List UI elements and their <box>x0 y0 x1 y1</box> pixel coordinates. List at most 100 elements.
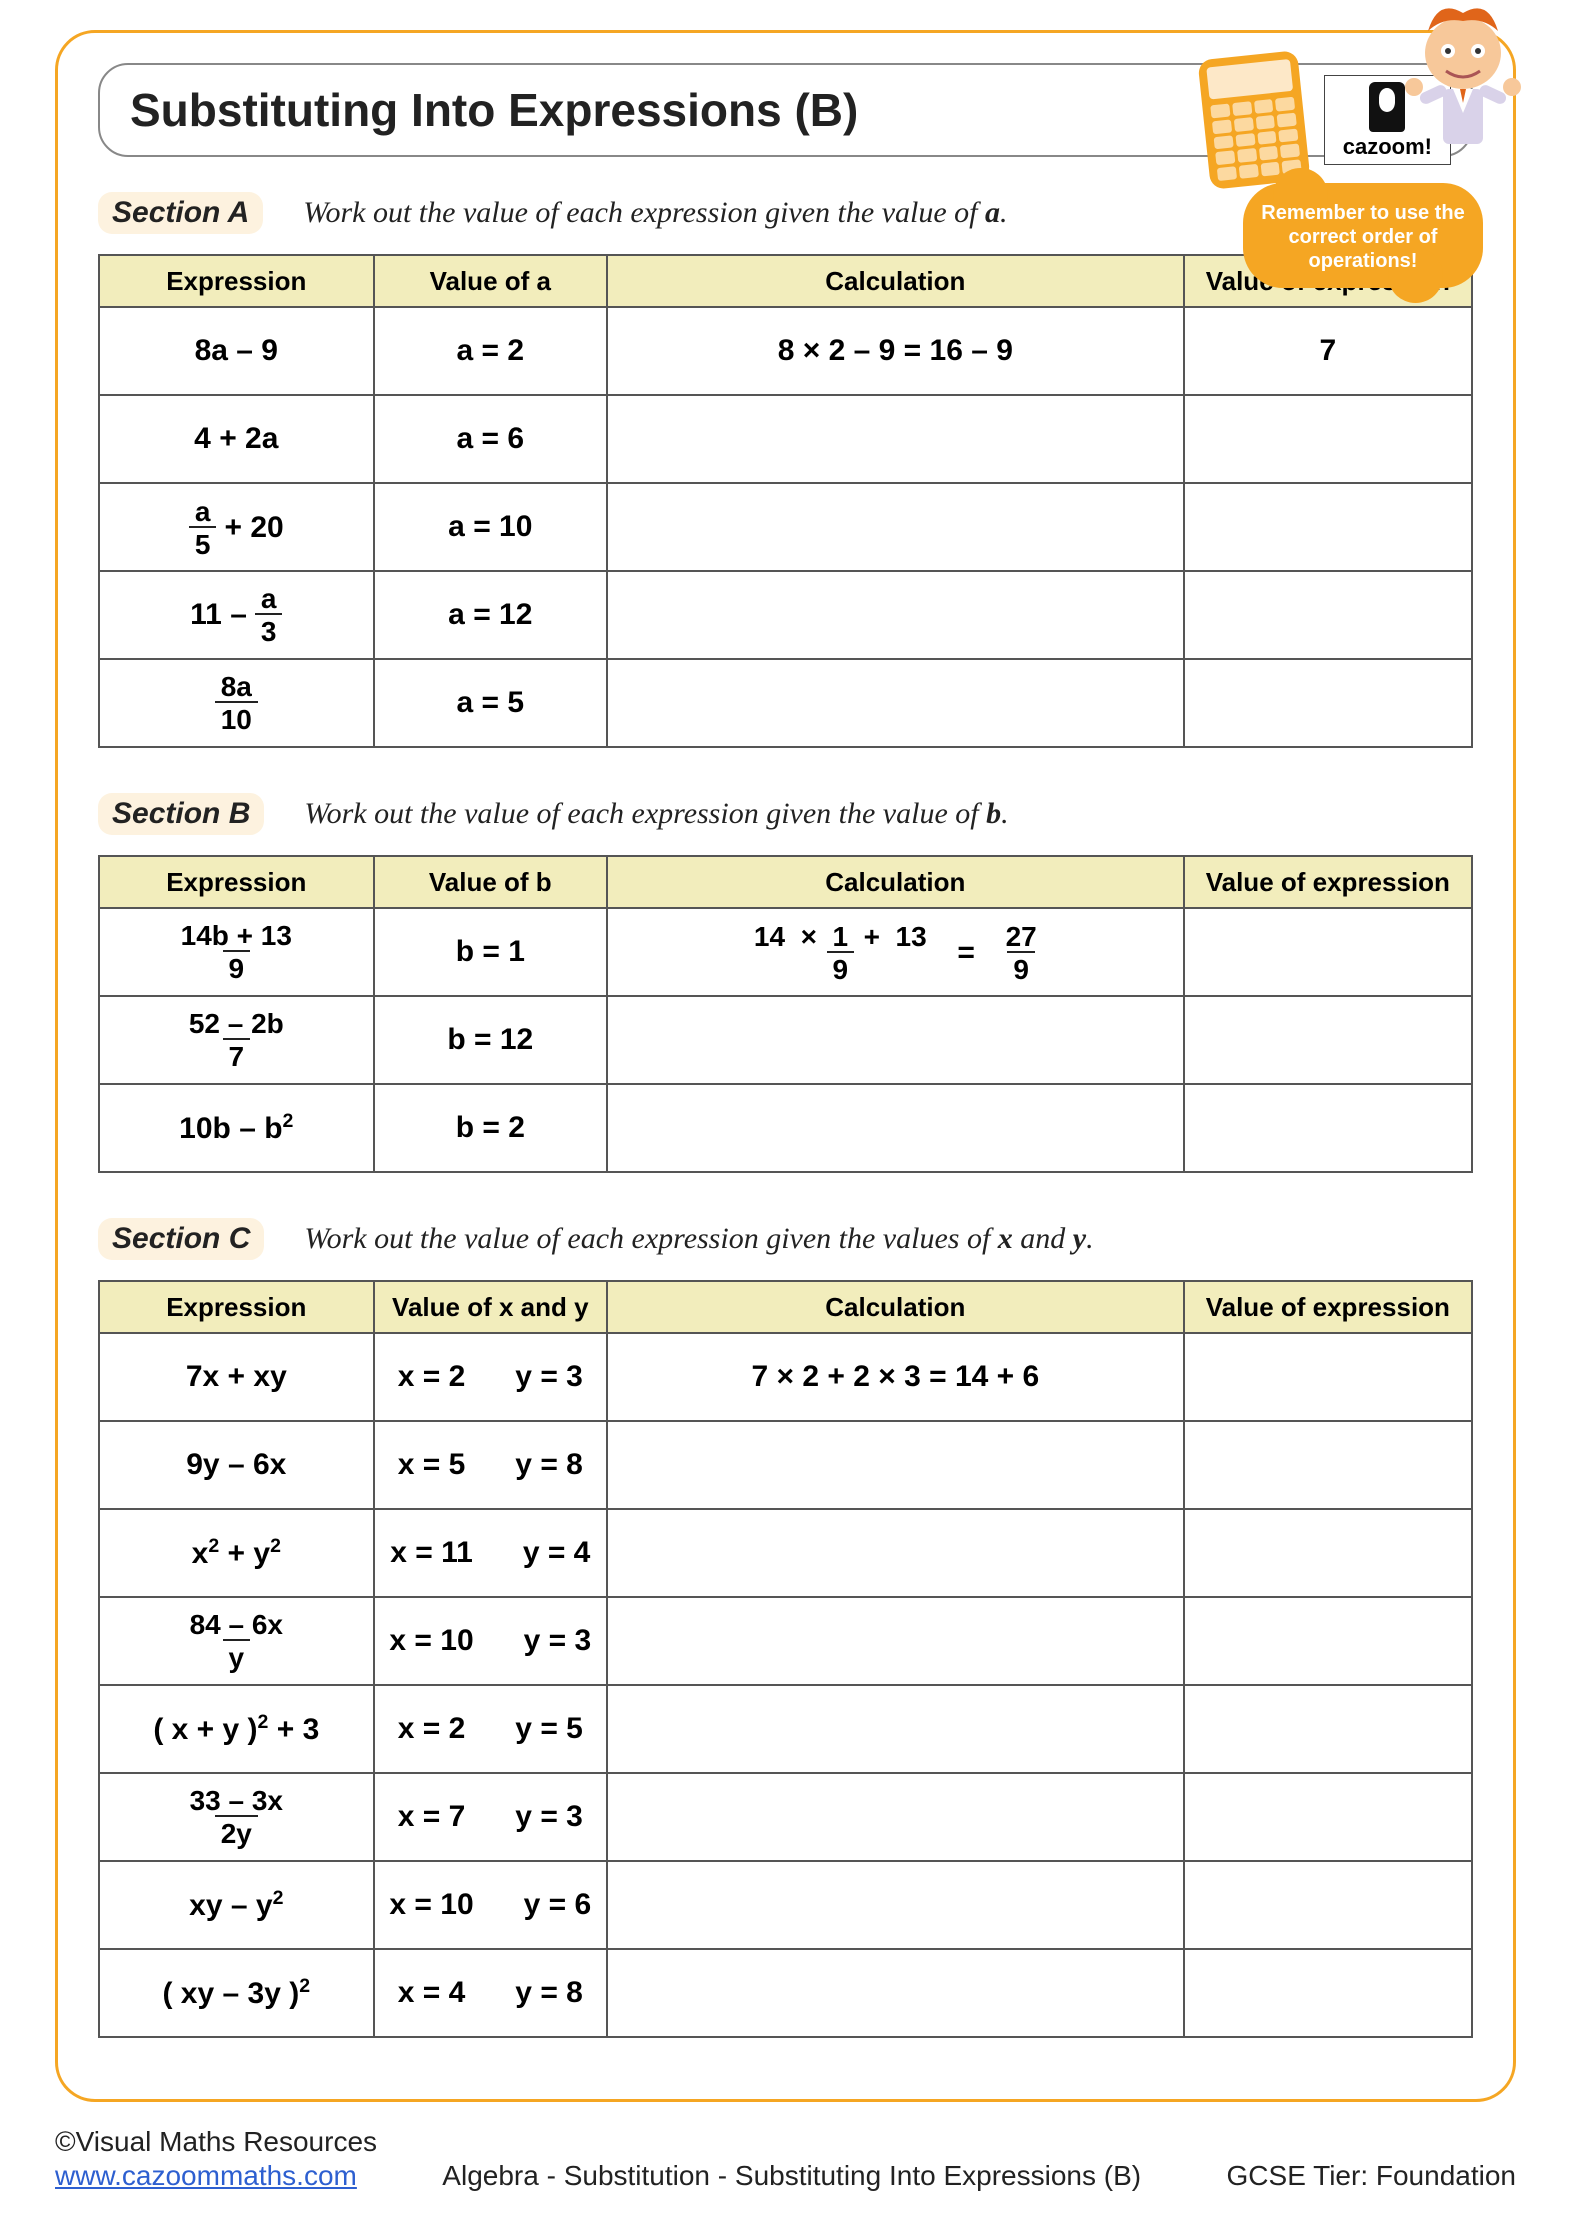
expression-cell: 8a10 <box>99 659 374 747</box>
expression-cell: 14b + 139 <box>99 908 374 996</box>
worksheet-frame: Substituting Into Expressions (B) cazoom… <box>55 30 1516 2102</box>
col-header: Value of expression <box>1184 1281 1472 1333</box>
value-cell: a = 6 <box>374 395 607 483</box>
result-cell <box>1184 1509 1472 1597</box>
expression-cell: 52 – 2b7 <box>99 996 374 1084</box>
calculation-cell <box>607 1421 1184 1509</box>
worksheet-title: Substituting Into Expressions (B) <box>130 83 858 137</box>
table-row: 11 – a3a = 12 <box>99 571 1472 659</box>
calculation-cell <box>607 1861 1184 1949</box>
value-cell: b = 12 <box>374 996 607 1084</box>
expression-cell: xy – y2 <box>99 1861 374 1949</box>
calculation-cell <box>607 1597 1184 1685</box>
footer-copyright: ©Visual Maths Resources <box>55 2126 1516 2158</box>
result-cell <box>1184 1333 1472 1421</box>
result-cell <box>1184 908 1472 996</box>
calculation-cell <box>607 1509 1184 1597</box>
table-row: 84 – 6xyx = 10y = 3 <box>99 1597 1472 1685</box>
expression-cell: 4 + 2a <box>99 395 374 483</box>
table-row: 14b + 139b = 114 × 1 + 139 = 279 <box>99 908 1472 996</box>
result-cell <box>1184 571 1472 659</box>
calculation-cell: 7 × 2 + 2 × 3 = 14 + 6 <box>607 1333 1184 1421</box>
section-b-table: Expression Value of b Calculation Value … <box>98 855 1473 1173</box>
result-cell <box>1184 483 1472 571</box>
footer-breadcrumb: Algebra - Substitution - Substituting In… <box>442 2160 1141 2192</box>
col-header: Expression <box>99 856 374 908</box>
calculation-cell <box>607 1685 1184 1773</box>
col-header: Calculation <box>607 255 1184 307</box>
value-cell: a = 10 <box>374 483 607 571</box>
section-a-instr: Work out the value of each expression gi… <box>303 196 1007 230</box>
value-cell: b = 1 <box>374 908 607 996</box>
calculation-cell <box>607 571 1184 659</box>
value-cell: x = 2y = 5 <box>374 1685 607 1773</box>
col-header: Expression <box>99 1281 374 1333</box>
footer-tier: GCSE Tier: Foundation <box>1227 2160 1516 2192</box>
table-row: xy – y2x = 10y = 6 <box>99 1861 1472 1949</box>
table-row: 52 – 2b7b = 12 <box>99 996 1472 1084</box>
result-cell <box>1184 1084 1472 1172</box>
section-c-instr: Work out the value of each expression gi… <box>304 1222 1093 1256</box>
mascot-icon <box>1388 3 1538 173</box>
expression-cell: 84 – 6xy <box>99 1597 374 1685</box>
page: Substituting Into Expressions (B) cazoom… <box>0 0 1571 2222</box>
value-cell: x = 7y = 3 <box>374 1773 607 1861</box>
col-header: Value of b <box>374 856 607 908</box>
expression-cell: 11 – a3 <box>99 571 374 659</box>
footer: ©Visual Maths Resources www.cazoommaths.… <box>55 2126 1516 2192</box>
calculation-cell <box>607 659 1184 747</box>
table-row: 8a – 9a = 28 × 2 – 9 = 16 – 97 <box>99 307 1472 395</box>
calculation-cell: 8 × 2 – 9 = 16 – 9 <box>607 307 1184 395</box>
value-cell: a = 2 <box>374 307 607 395</box>
table-row: 33 – 3x2yx = 7y = 3 <box>99 1773 1472 1861</box>
expression-cell: 7x + xy <box>99 1333 374 1421</box>
col-header: Value of x and y <box>374 1281 607 1333</box>
value-cell: a = 12 <box>374 571 607 659</box>
col-header: Expression <box>99 255 374 307</box>
section-b-instr: Work out the value of each expression gi… <box>304 797 1008 831</box>
section-c-table: Expression Value of x and y Calculation … <box>98 1280 1473 2038</box>
col-header: Calculation <box>607 1281 1184 1333</box>
table-row: ( xy – 3y )2x = 4y = 8 <box>99 1949 1472 2037</box>
calculation-cell <box>607 1084 1184 1172</box>
reminder-text: Remember to use the correct order of ope… <box>1261 202 1464 272</box>
table-row: 4 + 2aa = 6 <box>99 395 1472 483</box>
section-b-label: Section B <box>98 793 264 835</box>
calculation-cell <box>607 395 1184 483</box>
value-cell: x = 4y = 8 <box>374 1949 607 2037</box>
result-cell <box>1184 1421 1472 1509</box>
table-row: ( x + y )2 + 3x = 2y = 5 <box>99 1685 1472 1773</box>
value-cell: x = 10y = 3 <box>374 1597 607 1685</box>
calculation-cell <box>607 483 1184 571</box>
result-cell <box>1184 1597 1472 1685</box>
section-a-table: Expression Value of a Calculation Value … <box>98 254 1473 748</box>
table-row: 9y – 6xx = 5y = 8 <box>99 1421 1472 1509</box>
expression-cell: ( xy – 3y )2 <box>99 1949 374 2037</box>
result-cell <box>1184 1861 1472 1949</box>
col-header: Value of a <box>374 255 607 307</box>
col-header: Value of expression <box>1184 856 1472 908</box>
calculation-cell <box>607 1949 1184 2037</box>
table-row: 8a10a = 5 <box>99 659 1472 747</box>
result-cell <box>1184 1949 1472 2037</box>
value-cell: x = 5y = 8 <box>374 1421 607 1509</box>
result-cell: 7 <box>1184 307 1472 395</box>
value-cell: x = 11y = 4 <box>374 1509 607 1597</box>
section-c-head: Section C Work out the value of each exp… <box>98 1218 1473 1260</box>
expression-cell: 10b – b2 <box>99 1084 374 1172</box>
value-cell: x = 10y = 6 <box>374 1861 607 1949</box>
value-cell: x = 2y = 3 <box>374 1333 607 1421</box>
result-cell <box>1184 1685 1472 1773</box>
calculation-cell <box>607 996 1184 1084</box>
table-row: 10b – b2b = 2 <box>99 1084 1472 1172</box>
expression-cell: 8a – 9 <box>99 307 374 395</box>
expression-cell: x2 + y2 <box>99 1509 374 1597</box>
section-b-head: Section B Work out the value of each exp… <box>98 793 1473 835</box>
table-row: x2 + y2x = 11y = 4 <box>99 1509 1472 1597</box>
footer-link[interactable]: www.cazoommaths.com <box>55 2160 357 2192</box>
table-row: 7x + xyx = 2y = 37 × 2 + 2 × 3 = 14 + 6 <box>99 1333 1472 1421</box>
value-cell: a = 5 <box>374 659 607 747</box>
title-bar: Substituting Into Expressions (B) cazoom… <box>98 63 1473 157</box>
calculation-cell: 14 × 1 + 139 = 279 <box>607 908 1184 996</box>
result-cell <box>1184 1773 1472 1861</box>
